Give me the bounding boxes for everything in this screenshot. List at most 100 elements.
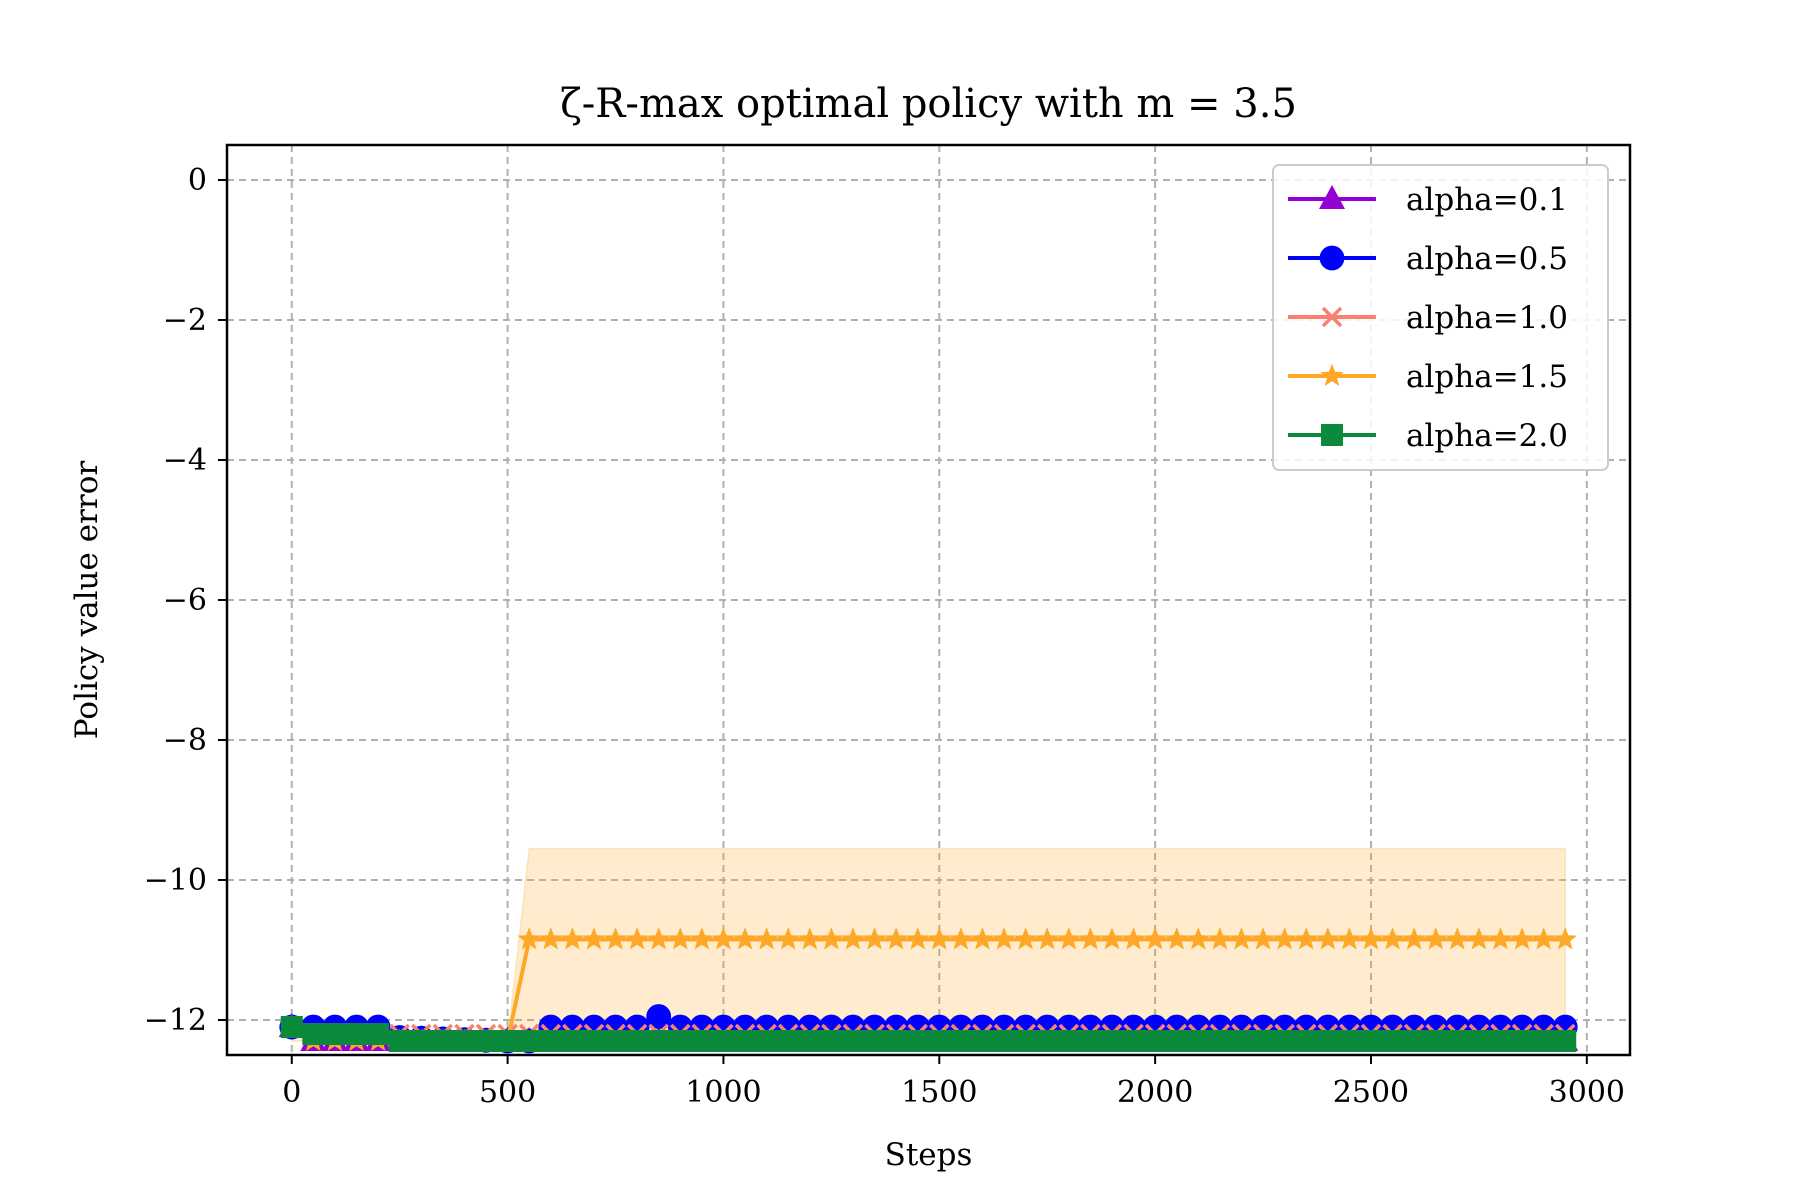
marker-square (302, 1023, 325, 1045)
marker-square (561, 1030, 584, 1052)
marker-square (885, 1030, 908, 1052)
marker-square (1036, 1030, 1059, 1052)
legend-box (1272, 164, 1609, 471)
legend-label: alpha=1.0 (1406, 300, 1568, 336)
marker-square (1467, 1030, 1490, 1052)
marker-square (1100, 1030, 1123, 1052)
marker-star (905, 927, 930, 950)
marker-square (734, 1030, 757, 1052)
marker-square (906, 1030, 929, 1052)
marker-star (646, 927, 671, 950)
marker-square (863, 1030, 886, 1052)
marker-square (1338, 1030, 1361, 1052)
marker-star (1553, 927, 1578, 950)
marker-star (690, 927, 714, 950)
marker-star (970, 927, 995, 950)
marker-square (993, 1030, 1016, 1052)
marker-square (1403, 1030, 1426, 1052)
marker-square (518, 1030, 541, 1052)
marker-square (323, 1023, 346, 1045)
marker-star (1423, 927, 1448, 950)
marker-square (1532, 1030, 1555, 1052)
marker-square (1359, 1030, 1382, 1052)
marker-square (388, 1030, 411, 1052)
legend-label: alpha=1.5 (1406, 359, 1568, 395)
marker-square (496, 1030, 519, 1052)
marker-square (647, 1030, 670, 1052)
legend-item-alpha=0.1: alpha=0.1 (1288, 182, 1568, 218)
marker-star (1229, 927, 1254, 950)
marker-star (1316, 927, 1340, 950)
legend-item-alpha=2.0: alpha=2.0 (1288, 418, 1568, 454)
marker-star (560, 927, 585, 950)
y-axis-label: Policy value error (69, 461, 105, 740)
series-alpha=2.0 (280, 1016, 1577, 1052)
y-tick-label: −6 (163, 583, 207, 618)
marker-square (1321, 424, 1343, 446)
marker-star (1380, 927, 1405, 950)
marker-square (1187, 1030, 1210, 1052)
marker-square (669, 1030, 692, 1052)
marker-square (431, 1030, 454, 1052)
legend-item-alpha=1.0: alpha=1.0 (1288, 300, 1568, 336)
marker-square (453, 1030, 476, 1052)
marker-star (927, 927, 952, 950)
y-tick-label: −10 (144, 863, 207, 898)
marker-square (928, 1030, 951, 1052)
marker-triangle (1319, 185, 1345, 209)
marker-square (1208, 1030, 1231, 1052)
marker-square (1424, 1030, 1447, 1052)
marker-star (1164, 927, 1189, 950)
marker-star (819, 927, 844, 950)
marker-square (690, 1030, 713, 1052)
marker-star (754, 927, 779, 950)
marker-star (1488, 927, 1513, 950)
marker-star (1013, 927, 1038, 950)
marker-star (884, 927, 908, 950)
legend: alpha=0.1 alpha=0.5 alpha=1.0 alpha=1.5 alph… (1272, 164, 1609, 471)
legend-item-alpha=1.5: alpha=1.5 (1288, 359, 1568, 395)
x-tick-label: 500 (479, 1075, 536, 1110)
marker-star (862, 927, 887, 950)
marker-square (475, 1030, 498, 1052)
marker-square (1316, 1030, 1339, 1052)
marker-square (1511, 1030, 1534, 1052)
legend-label: alpha=0.1 (1406, 182, 1568, 218)
legend-label: alpha=0.5 (1406, 241, 1568, 277)
legend-label: alpha=2.0 (1406, 418, 1568, 454)
marker-square (1057, 1030, 1080, 1052)
marker-star (841, 927, 865, 950)
marker-square (971, 1030, 994, 1052)
marker-star (992, 927, 1016, 950)
marker-square (604, 1030, 627, 1052)
marker-star (1186, 927, 1211, 950)
marker-star (1294, 927, 1319, 950)
marker-star (1078, 927, 1103, 950)
y-tick-label: 0 (188, 163, 207, 198)
marker-star (668, 927, 693, 950)
marker-square (626, 1030, 649, 1052)
marker-square (1273, 1030, 1296, 1052)
y-tick-label: −2 (163, 303, 207, 338)
marker-star (1121, 927, 1146, 950)
marker-star (1531, 927, 1556, 950)
chart-title: ζ-R-max optimal policy with m = 3.5 (560, 81, 1297, 127)
marker-square (1252, 1030, 1275, 1052)
marker-star (1402, 927, 1426, 950)
marker-square (1014, 1030, 1037, 1052)
marker-circle (646, 1004, 672, 1029)
marker-star (1057, 927, 1081, 950)
x-tick-label: 3000 (1549, 1075, 1625, 1110)
marker-star (1445, 927, 1470, 950)
marker-star (776, 927, 800, 950)
marker-star (733, 927, 757, 950)
marker-star (1337, 927, 1362, 950)
marker-x (1321, 306, 1343, 328)
marker-square (1144, 1030, 1167, 1052)
marker-star (797, 927, 822, 950)
marker-star (1035, 927, 1060, 950)
y-tick-label: −12 (144, 1003, 207, 1038)
marker-square (841, 1030, 864, 1052)
marker-star (711, 927, 736, 950)
